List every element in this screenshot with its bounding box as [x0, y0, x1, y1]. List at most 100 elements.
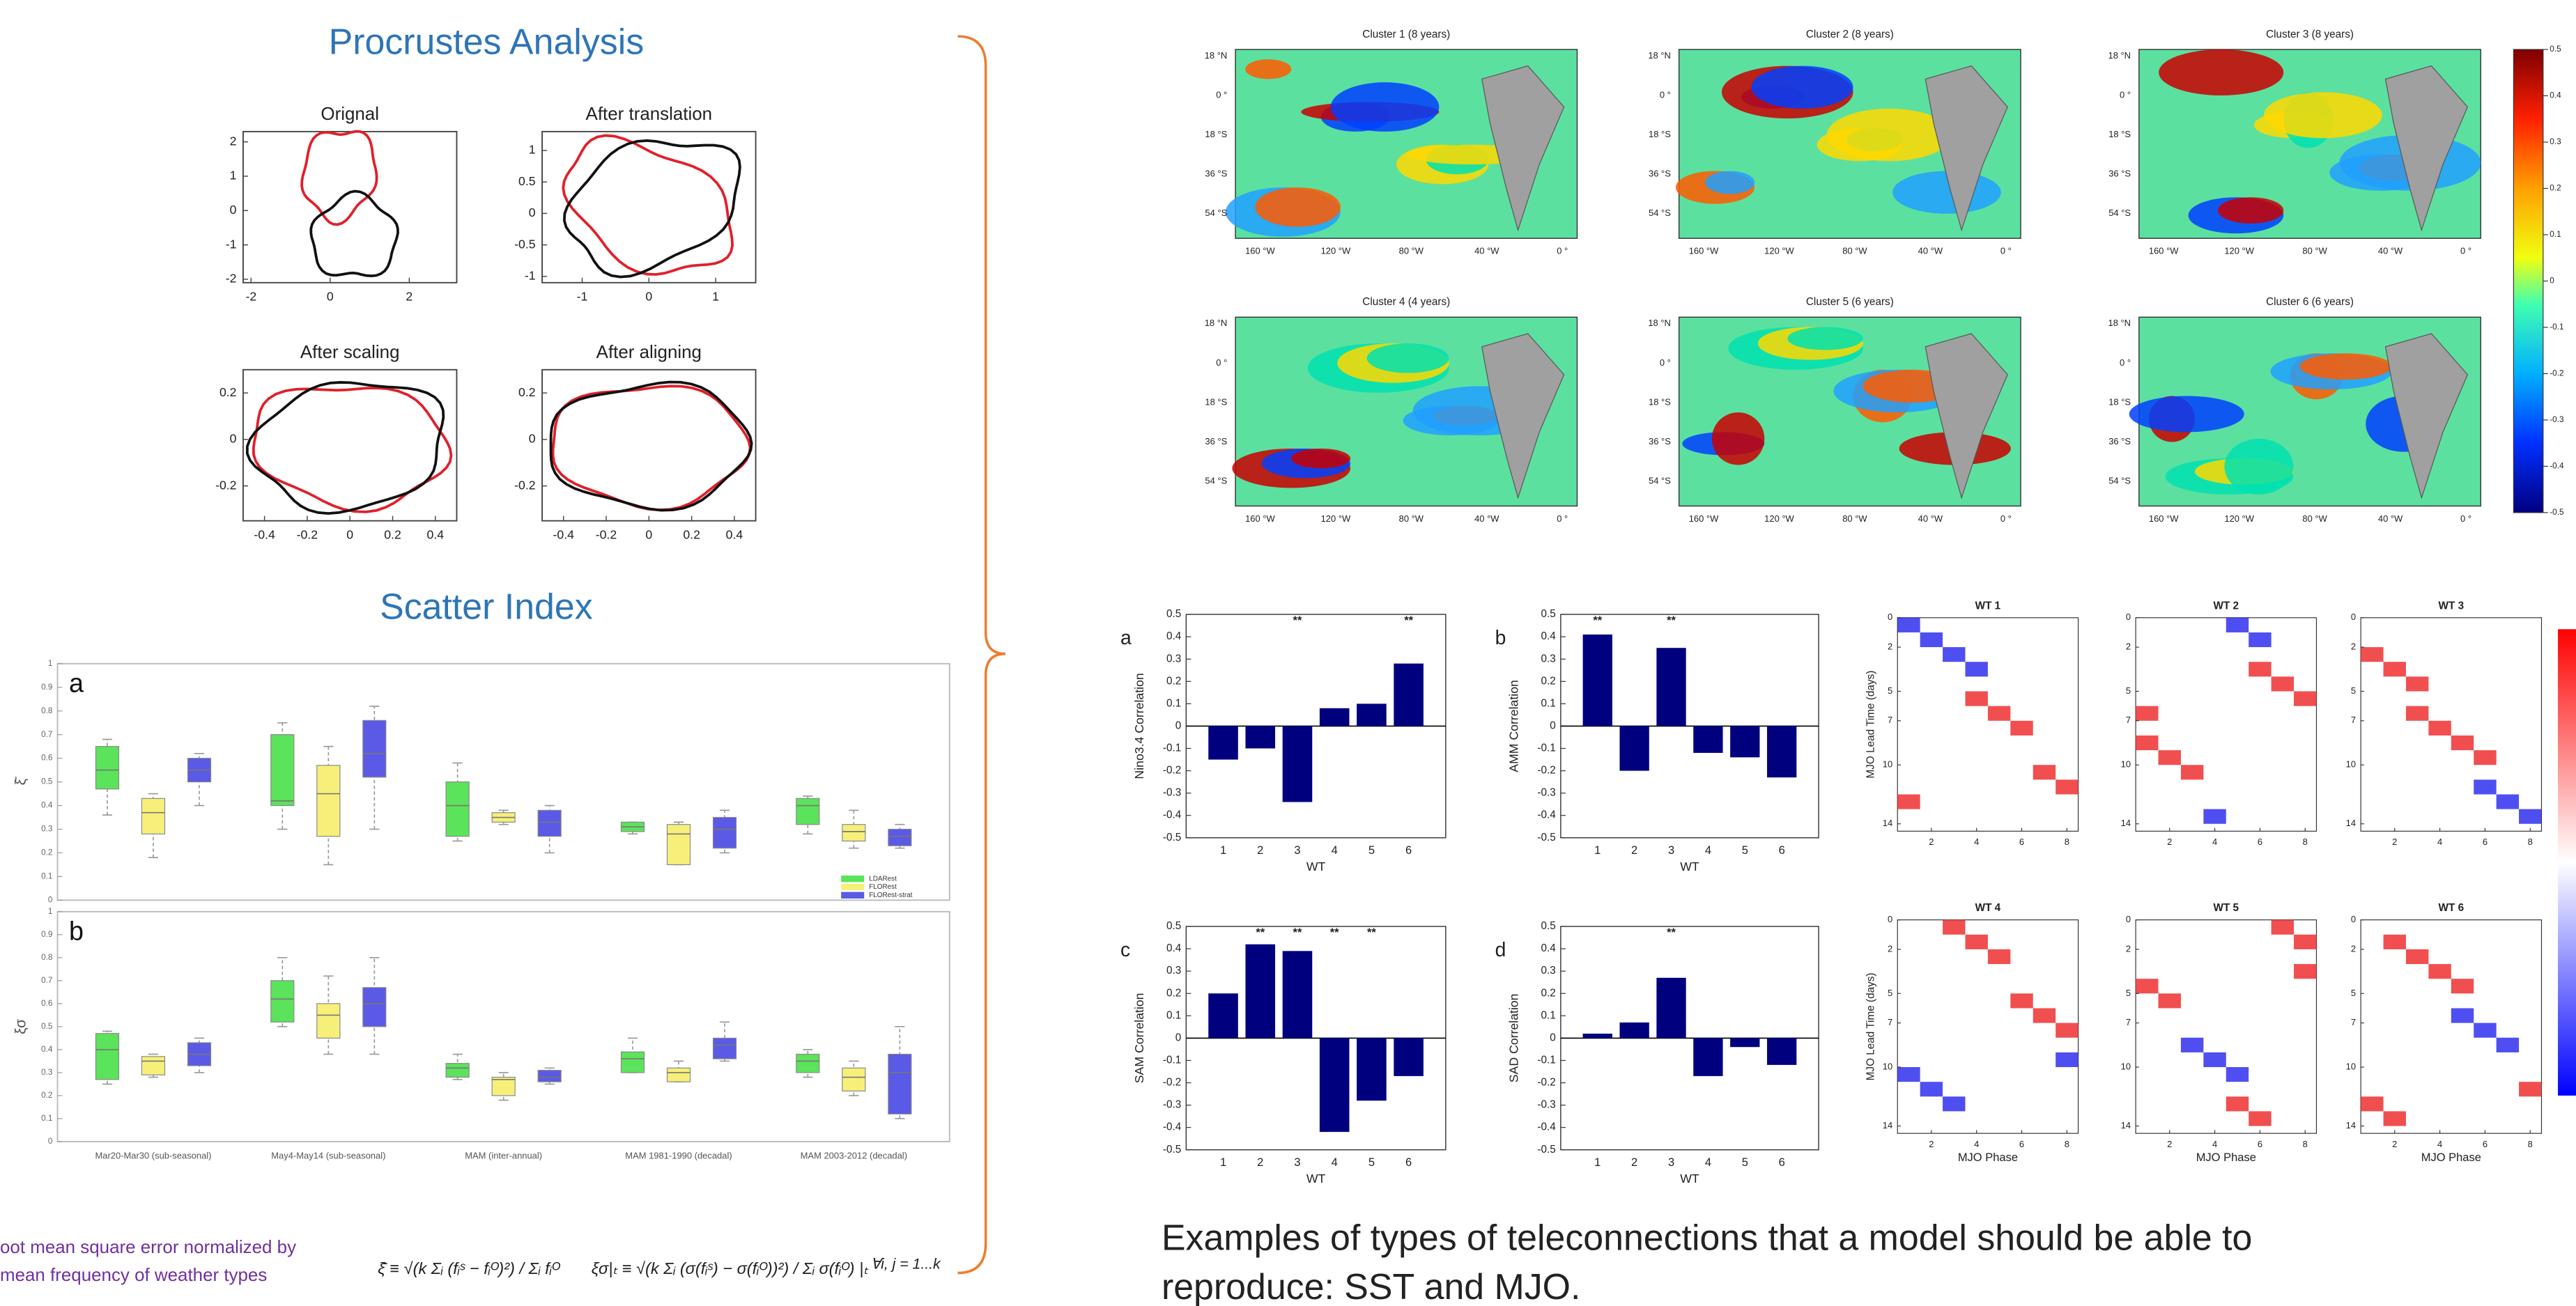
x-tick-label: 6	[2483, 1139, 2488, 1149]
y-axis-label: Nino3.4 Correlation	[1132, 673, 1146, 779]
y-tick-label: 10	[1883, 1061, 1892, 1071]
sst-anomaly	[2264, 92, 2382, 139]
significance-label: **	[1667, 614, 1676, 627]
y-axis-label: SAD Correlation	[1507, 994, 1521, 1083]
bar	[1767, 1038, 1797, 1065]
plot-frame	[2360, 919, 2543, 1134]
x-tick-label: 8	[2528, 1139, 2533, 1149]
lon-label: 40 °W	[1918, 245, 1943, 256]
legend-swatch	[841, 892, 865, 899]
x-tick-label: 6	[1405, 1156, 1412, 1169]
lon-label: 80 °W	[2302, 513, 2327, 524]
x-tick-label: -2	[245, 290, 256, 304]
plot-frame	[56, 910, 950, 1142]
lat-label: 18 °S	[1205, 129, 1227, 139]
y-tick-label: 2	[1888, 642, 1892, 652]
panel-title: Orignal	[321, 104, 379, 124]
shape-outline	[562, 134, 734, 276]
lon-label: 80 °W	[1842, 513, 1867, 524]
heatmap-title: WT 2	[2214, 600, 2239, 612]
y-tick-label: 0.3	[41, 1068, 53, 1077]
lon-label: 40 °W	[2378, 513, 2403, 524]
y-tick-label: 0	[529, 432, 536, 446]
colorbar-tick-label: -0.4	[2550, 462, 2564, 471]
lat-label: 54 °S	[1205, 476, 1227, 486]
y-tick-label: -1	[525, 268, 536, 282]
y-tick-label: 0.4	[1166, 942, 1182, 954]
bar	[1357, 703, 1387, 726]
plot-frame	[242, 130, 458, 283]
lat-label: 0 °	[1660, 357, 1671, 368]
heatmap-cell	[1965, 934, 1988, 949]
significance-label: **	[1330, 926, 1339, 939]
heatmap-cell	[2383, 662, 2406, 677]
sst-anomaly	[2218, 197, 2284, 224]
heatmap-cell	[2428, 720, 2451, 736]
sst-anomaly	[1751, 65, 1853, 109]
box	[445, 781, 470, 837]
x-tick-label: 2	[1257, 1156, 1263, 1169]
y-tick-label: -0.1	[1537, 1055, 1555, 1066]
bar	[1208, 726, 1238, 760]
y-axis-label: ξσ	[13, 1019, 29, 1034]
heatmap-cell	[2180, 765, 2204, 780]
y-tick-label: 10	[2346, 1061, 2356, 1071]
y-tick-label: -0.2	[514, 478, 535, 492]
sst-anomaly	[1291, 448, 1351, 469]
bar	[1319, 1038, 1350, 1133]
heatmap-cell	[2136, 706, 2159, 721]
y-tick-label: 2	[2351, 943, 2356, 954]
y-tick-label: -0.2	[1537, 765, 1555, 777]
heatmap-cell	[2451, 1008, 2474, 1023]
x-tick-label: 6	[2258, 1139, 2262, 1149]
x-tick-label: 1	[712, 290, 719, 304]
caption: Examples of types of teleconnections tha…	[1162, 1217, 2252, 1306]
y-tick-label: 0.8	[41, 706, 53, 715]
panel-letter: a	[1120, 626, 1132, 648]
x-tick-label: 4	[2212, 1139, 2217, 1149]
box	[666, 1067, 691, 1082]
box	[95, 746, 120, 790]
y-tick-label: 0	[2351, 914, 2356, 924]
heatmap-cell	[2383, 1111, 2406, 1126]
y-tick-label: 0.3	[1166, 965, 1181, 977]
x-tick-label: -0.4	[553, 528, 574, 542]
bar	[1394, 1038, 1424, 1076]
heatmap-cell	[2203, 1052, 2226, 1068]
x-tick-label: 6	[1405, 844, 1412, 857]
bar	[1656, 648, 1686, 726]
lon-label: 120 °W	[1764, 245, 1794, 256]
box	[362, 987, 387, 1027]
heatmap-cell	[2294, 691, 2317, 706]
x-tick-label: 8	[2303, 837, 2308, 847]
bar	[1619, 726, 1649, 771]
x-tick-label: -0.2	[596, 528, 617, 542]
box	[316, 1003, 341, 1039]
heatmap-cell	[2519, 809, 2542, 824]
y-tick-label: 0.1	[1541, 1009, 1556, 1021]
lon-label: 80 °W	[1399, 245, 1424, 256]
y-tick-label: 14	[2346, 818, 2356, 828]
x-tick-label: 4	[1332, 1156, 1338, 1169]
box	[712, 816, 737, 849]
y-tick-label: -0.5	[514, 237, 536, 251]
colorbar-tick-label: 0.4	[2550, 91, 2561, 100]
x-axis-label: WT	[1306, 860, 1326, 873]
heatmap-title: WT 4	[1975, 902, 2001, 914]
lon-label: 0 °	[2000, 513, 2012, 524]
box	[888, 828, 912, 846]
note-line: oot mean square error normalized by	[0, 1238, 296, 1257]
y-tick-label: 14	[2346, 1120, 2356, 1130]
bar	[1282, 726, 1313, 802]
x-tick-label: 1	[1220, 844, 1226, 857]
heatmap-title: WT 1	[1975, 600, 2001, 612]
x-tick-label: 2	[1929, 1139, 1934, 1149]
heatmap-cell	[2226, 617, 2249, 632]
heatmap-cell	[1920, 1082, 1943, 1097]
lon-label: 160 °W	[1689, 245, 1719, 256]
panel-letter: a	[69, 668, 84, 697]
map-title: Cluster 1 (8 years)	[1362, 29, 1450, 40]
map-title: Cluster 5 (6 years)	[1806, 296, 1894, 308]
y-tick-label: 0.2	[1166, 675, 1181, 687]
x-tick-label: 1	[1220, 1156, 1226, 1169]
